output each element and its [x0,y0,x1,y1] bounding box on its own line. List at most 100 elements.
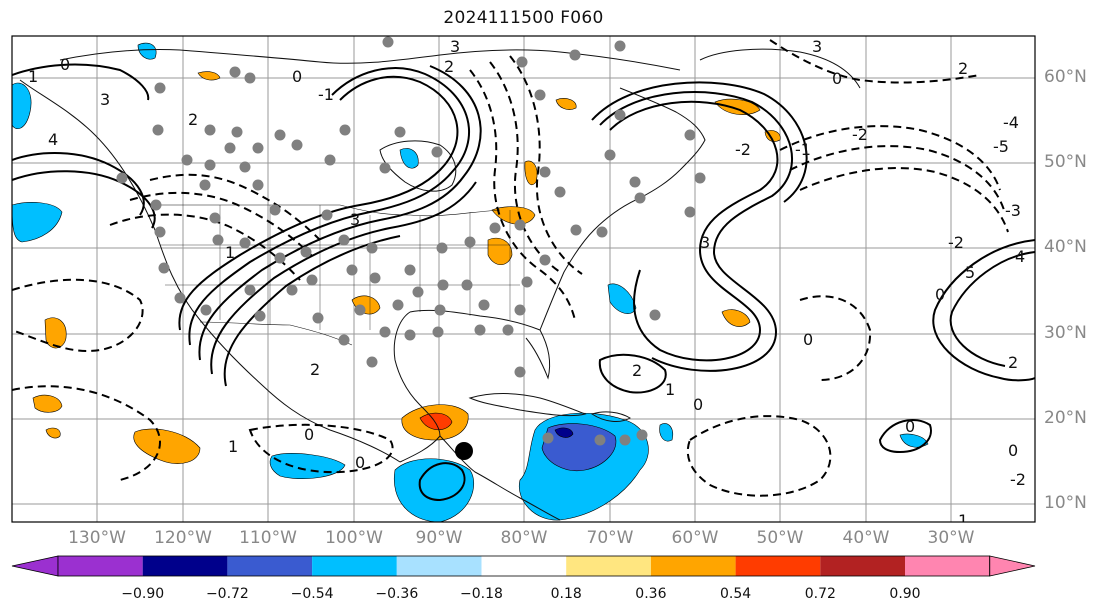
contour-west-ridge-4 [210,181,477,375]
contour-label: 1 [228,437,238,456]
contour-gulf-2 [598,353,667,394]
contour-label: 2 [958,59,968,78]
colorbar-segment [566,556,651,576]
contour-dashed-plains [149,173,321,241]
contour-label: 2 [188,110,198,129]
colorbar-tick: −0.18 [460,586,503,602]
shade-hudson-negative [399,148,419,169]
contour-west-ridge-2 [188,67,470,346]
contour-label: 3 [700,233,710,252]
shade-pacific-positive-3 [45,427,61,439]
colorbar-segment [735,556,821,576]
contour-label: 0 [292,67,302,86]
colorbar-tick: −0.54 [290,586,334,602]
border-us-canada [160,204,501,217]
contour-label: -1 [318,85,334,104]
lon-label-120w: 120°W [154,528,212,548]
contour-label: 1 [665,380,675,399]
shade-quebec-positive [555,98,577,110]
colorbar [11,555,1036,577]
lon-label-100w: 100°W [325,528,383,548]
lon-label-110w: 110°W [239,528,297,548]
coast-canada-east [619,87,706,171]
contour-dashed-atlantic-2 [789,145,1005,211]
lon-label-30w: 30°W [927,528,975,548]
contour-label: 5 [965,263,975,282]
shade-canada-positive [197,71,221,81]
lat-label-30n: 30°N [1044,323,1087,343]
shaded-regions [12,42,929,522]
colorbar-segment [650,556,736,576]
contour-dashed-greenland [769,39,981,84]
contour-label: 2 [310,360,320,379]
colorbar-tick: 0.36 [635,586,667,602]
map-frame [11,35,1036,523]
contour-label: -2 [1010,470,1026,489]
contour-atlantic-trough [609,100,779,362]
coast-hispaniola [590,411,631,422]
contour-pacific-nw [12,152,145,216]
contour-label: 3 [350,210,360,229]
contour-atlantic-trough-2 [599,91,794,372]
contour-label: 0 [832,69,842,88]
contour-label: 0 [803,330,813,349]
lon-label-70w: 70°W [586,528,634,548]
colorbar-low-extension [11,555,59,577]
contour-label: 0 [693,395,703,414]
colorbar-tick: −0.90 [121,586,165,602]
colorbar-tick: 0.72 [804,586,836,602]
lat-label-60n: 60°N [1044,67,1087,87]
shade-great-lakes-positive [524,160,538,186]
shade-pacific-nw-negative [12,202,63,243]
contour-dashed-pacific-2 [12,385,161,481]
map-title: 2024111500 F060 [443,8,604,28]
contour-west-ridge-3 [198,65,482,361]
contour-label: 0 [905,417,915,436]
colorbar-tick: −0.72 [205,586,249,602]
shade-atlantic-negative-2 [659,423,673,442]
colorbar-frame [57,555,991,577]
shade-midwest-positive [487,237,513,266]
contour-label: 4 [1015,247,1025,266]
contour-dashed-tropics [248,423,394,474]
shade-central-america-negative [393,458,475,522]
colorbar-tick: 0.90 [889,586,921,602]
contour-label: 0 [935,285,945,304]
shade-alaska-negative [12,82,32,130]
contour-label: -2 [948,233,964,252]
contour-label: -3 [1005,201,1021,220]
shade-pacific-positive-2 [44,317,67,349]
colorbar-segment [312,556,397,576]
station-markers [116,36,706,446]
contour-dashed-plains-3 [109,213,301,281]
contour-label-group: 1 0 3 4 2 3 2 3 0 -1 1 0 0 1 2 2 1 0 3 -… [28,37,1026,522]
shade-caribbean-center [554,427,574,438]
contour-alaska [12,63,150,101]
colorbar-segment [820,556,905,576]
contour-dashed-mid-atl [799,295,872,381]
contour-label: -2 [852,125,868,144]
contour-label: 0 [60,55,70,74]
dashed-contours [12,39,1009,497]
contour-dashed-pacific [12,278,144,352]
shade-northeast-positive [491,206,536,225]
border-us-mexico [199,321,353,346]
coast-hudson-bay [379,140,457,192]
coast-florida [525,329,551,380]
contour-label: 2 [444,57,454,76]
contour-dashed-atlantic [779,125,1001,191]
contour-atlantic-trough-3 [591,81,808,203]
coast-north-america-west [19,79,401,463]
colorbar-tick: 0.54 [720,586,752,602]
contour-dashed-atlantic-3 [799,167,1009,233]
contour-label: 0 [1008,441,1018,460]
lon-label-60w: 60°W [671,528,719,548]
coast-mexico-gulf [393,311,441,463]
lat-label-10n: 10°N [1044,493,1087,513]
contour-label: 2 [1008,353,1018,372]
contour-dashed-trop-atl [686,415,832,497]
shade-atlantic-positive [721,309,751,327]
storm-center-marker [455,442,473,460]
contour-label: 3 [450,37,460,56]
